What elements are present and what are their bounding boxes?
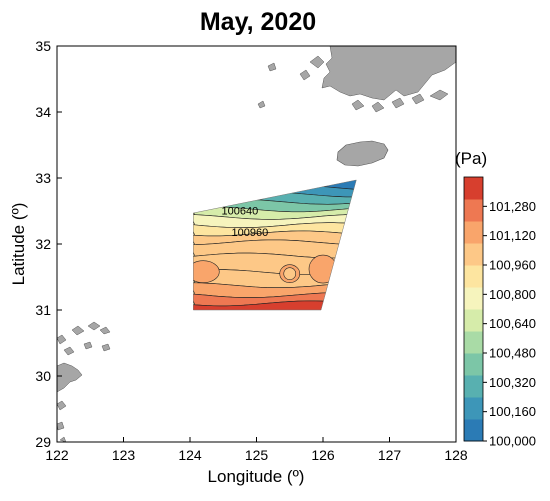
colorbar-tick-label: 101,120 bbox=[489, 228, 536, 243]
x-tick-label: 127 bbox=[378, 447, 402, 463]
y-axis-label: Latitude (º) bbox=[9, 203, 28, 286]
colorbar-tick-label: 100,800 bbox=[489, 287, 536, 302]
colorbar-swatch bbox=[464, 287, 483, 310]
colorbar-ticks: 100,000 100,160 100,320 100,480 100,640 100,8… bbox=[483, 199, 536, 449]
contour-label-100640: 100640 bbox=[222, 205, 259, 217]
colorbar-frame bbox=[463, 176, 484, 442]
colorbar: (Pa) 100,000 100,160 100,320 100,480 100,640… bbox=[455, 149, 536, 449]
x-axis-label: Longitude (º) bbox=[208, 467, 305, 486]
y-axis-ticks: 29 30 31 32 33 34 35 bbox=[35, 38, 62, 450]
contour-label-100960: 100960 bbox=[231, 227, 268, 239]
colorbar-swatch bbox=[464, 353, 483, 376]
colorbar-tick-label: 100,000 bbox=[489, 434, 536, 449]
colorbar-swatch bbox=[464, 375, 483, 398]
y-tick-label: 30 bbox=[35, 368, 51, 384]
colorbar-swatch bbox=[464, 397, 483, 420]
colorbar-swatch bbox=[464, 331, 483, 354]
pressure-lobe-inner bbox=[283, 267, 297, 281]
x-tick-label: 123 bbox=[112, 447, 136, 463]
colorbar-tick-label: 101,280 bbox=[489, 199, 536, 214]
y-tick-label: 35 bbox=[35, 38, 51, 54]
map-plot-area: 100640 100960 bbox=[57, 46, 456, 442]
x-tick-label: 125 bbox=[245, 447, 269, 463]
pressure-lobe bbox=[193, 260, 220, 284]
colorbar-swatches bbox=[464, 177, 483, 442]
colorbar-swatch bbox=[464, 243, 483, 266]
x-tick-label: 128 bbox=[444, 447, 468, 463]
pressure-band bbox=[193, 300, 357, 310]
contour-labels: 100640 100960 bbox=[222, 205, 269, 239]
x-axis-ticks: 122 123 124 125 126 127 128 bbox=[45, 437, 468, 463]
colorbar-swatch bbox=[464, 309, 483, 332]
colorbar-unit-label: (Pa) bbox=[455, 149, 487, 168]
map-title: May, 2020 bbox=[200, 8, 316, 36]
y-tick-label: 31 bbox=[35, 302, 51, 318]
colorbar-tick-label: 100,960 bbox=[489, 258, 536, 273]
colorbar-swatch bbox=[464, 265, 483, 288]
y-tick-label: 34 bbox=[35, 104, 51, 120]
x-tick-label: 126 bbox=[311, 447, 335, 463]
colorbar-swatch bbox=[464, 221, 483, 244]
colorbar-tick-label: 100,640 bbox=[489, 316, 536, 331]
y-tick-label: 32 bbox=[35, 236, 51, 252]
y-tick-label: 29 bbox=[35, 434, 51, 450]
china-coast-land bbox=[57, 321, 111, 442]
x-tick-label: 124 bbox=[178, 447, 202, 463]
korea-coast-land bbox=[257, 46, 456, 113]
colorbar-swatch bbox=[464, 177, 483, 200]
x-tick-label: 122 bbox=[45, 447, 69, 463]
colorbar-swatch bbox=[464, 199, 483, 222]
jeju-island bbox=[336, 140, 389, 167]
y-tick-label: 33 bbox=[35, 170, 51, 186]
region-outline bbox=[193, 179, 357, 311]
colorbar-tick-label: 100,160 bbox=[489, 404, 536, 419]
colorbar-tick-label: 100,480 bbox=[489, 346, 536, 361]
colorbar-tick-label: 100,320 bbox=[489, 375, 536, 390]
colorbar-swatch bbox=[464, 419, 483, 442]
